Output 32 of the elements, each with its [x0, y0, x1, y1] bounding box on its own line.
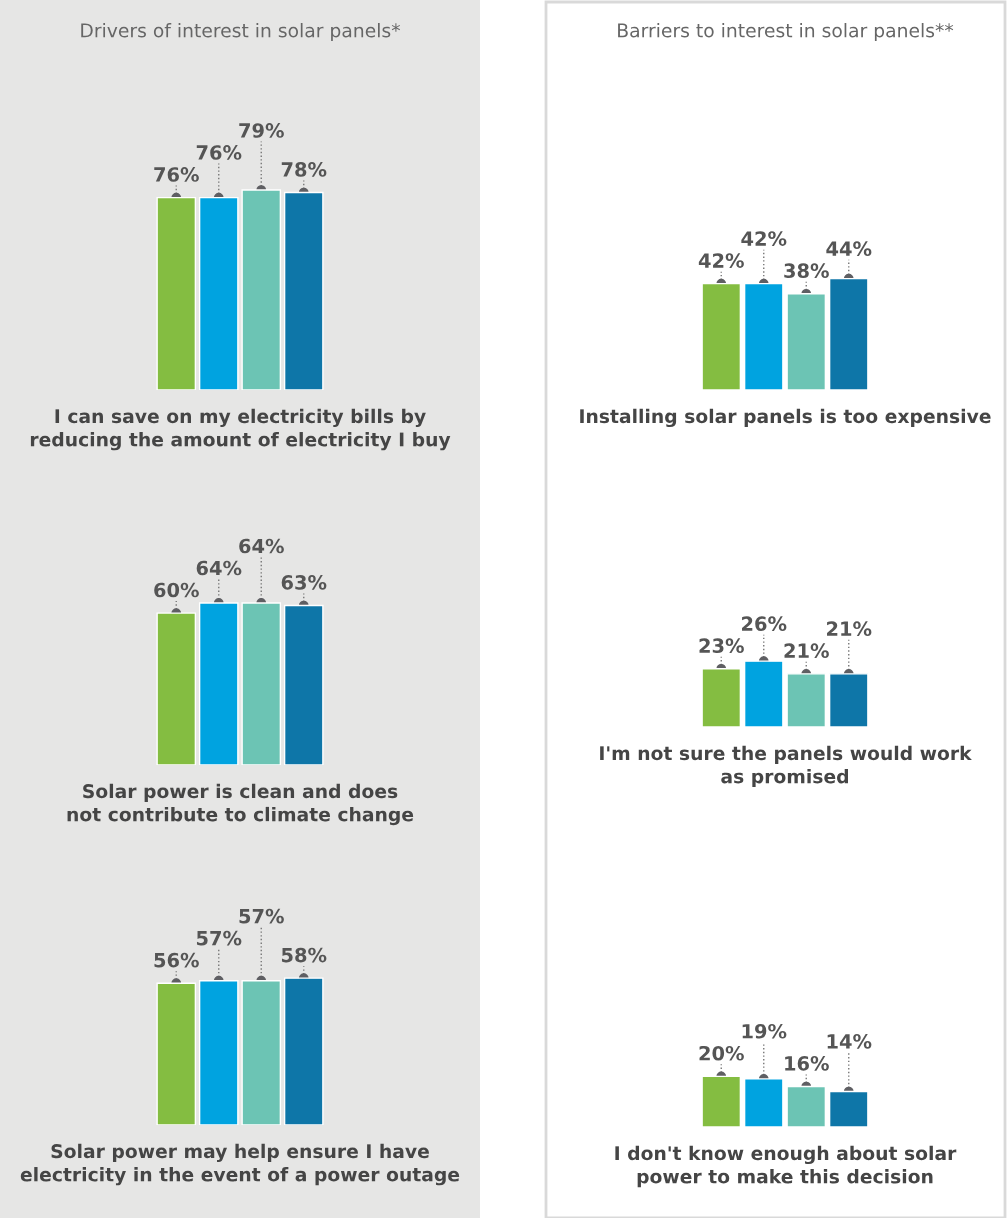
data-label: 44%	[826, 241, 872, 257]
data-label: 16%	[785, 1056, 829, 1071]
data-label: 76%	[154, 167, 199, 182]
data-label: 56%	[154, 952, 199, 968]
data-label: 78%	[281, 162, 327, 177]
data-label: 38%	[784, 263, 829, 279]
data-label: 63%	[281, 575, 327, 590]
data-label: 57%	[239, 908, 284, 924]
data-label: 19%	[742, 1023, 787, 1039]
chart-title: Barriers to interest in solar panels**	[618, 22, 954, 42]
x-axis-title: I'm not sure the panels would work as promised	[600, 745, 972, 788]
x-axis-title: I can save on my electricity bills by reducing the amount of electricity I buy	[30, 408, 451, 451]
x-axis-title: Installing solar panels is too expensive	[580, 408, 991, 428]
data-label: 42%	[741, 231, 787, 246]
data-label: 14%	[827, 1034, 872, 1049]
data-label: 79%	[239, 123, 284, 138]
x-axis-title: Solar power is clean and does not contribute to climate change	[67, 783, 414, 826]
data-label: 21%	[784, 643, 829, 659]
data-label: 23%	[699, 638, 744, 653]
x-axis-title: I don't know enough about solar power to make this decision	[615, 1145, 957, 1188]
data-label: 20%	[699, 1045, 744, 1061]
chart-title: Drivers of interest in solar panels*	[81, 22, 401, 42]
data-label: 58%	[281, 947, 327, 963]
data-label: 64%	[196, 560, 242, 576]
data-label: 42%	[698, 253, 744, 268]
data-label: 76%	[196, 145, 242, 160]
data-label: 57%	[196, 930, 242, 946]
data-label: 21%	[827, 621, 872, 637]
data-label: 60%	[154, 582, 199, 598]
x-axis-title: Solar power may help ensure I have electricity in the event of a power outage	[20, 1143, 460, 1186]
data-label: 64%	[239, 538, 284, 554]
data-label: 26%	[742, 616, 787, 631]
